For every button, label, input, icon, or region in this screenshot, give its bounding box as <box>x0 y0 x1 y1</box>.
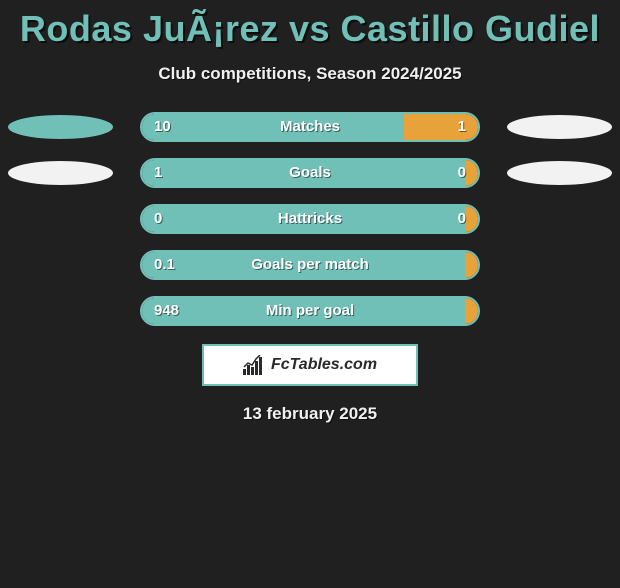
stat-bar: 00Hattricks <box>140 204 480 234</box>
player2-marker <box>507 115 612 139</box>
stats-container: 101Matches 10Goals 00Hattricks 0.1Goals per… <box>0 112 620 326</box>
stat-row: 101Matches <box>0 112 620 142</box>
stat-label: Matches <box>142 114 478 140</box>
stat-label: Hattricks <box>142 206 478 232</box>
page-title: Rodas JuÃ¡rez vs Castillo Gudiel <box>0 8 620 50</box>
stat-label: Min per goal <box>142 298 478 324</box>
stat-bar: 10Goals <box>140 158 480 188</box>
stat-row: 00Hattricks <box>0 204 620 234</box>
stat-row: 948Min per goal <box>0 296 620 326</box>
stat-row: 10Goals <box>0 158 620 188</box>
stat-label: Goals <box>142 160 478 186</box>
date-label: 13 february 2025 <box>0 404 620 424</box>
logo-box: FcTables.com <box>202 344 418 386</box>
stat-label: Goals per match <box>142 252 478 278</box>
stat-bar: 948Min per goal <box>140 296 480 326</box>
bar-chart-icon <box>243 355 265 375</box>
subtitle: Club competitions, Season 2024/2025 <box>0 64 620 84</box>
stat-bar: 0.1Goals per match <box>140 250 480 280</box>
player1-marker <box>8 115 113 139</box>
stat-bar: 101Matches <box>140 112 480 142</box>
logo: FcTables.com <box>243 355 377 375</box>
player1-marker <box>8 161 113 185</box>
player2-marker <box>507 161 612 185</box>
stat-row: 0.1Goals per match <box>0 250 620 280</box>
logo-text: FcTables.com <box>271 356 377 374</box>
